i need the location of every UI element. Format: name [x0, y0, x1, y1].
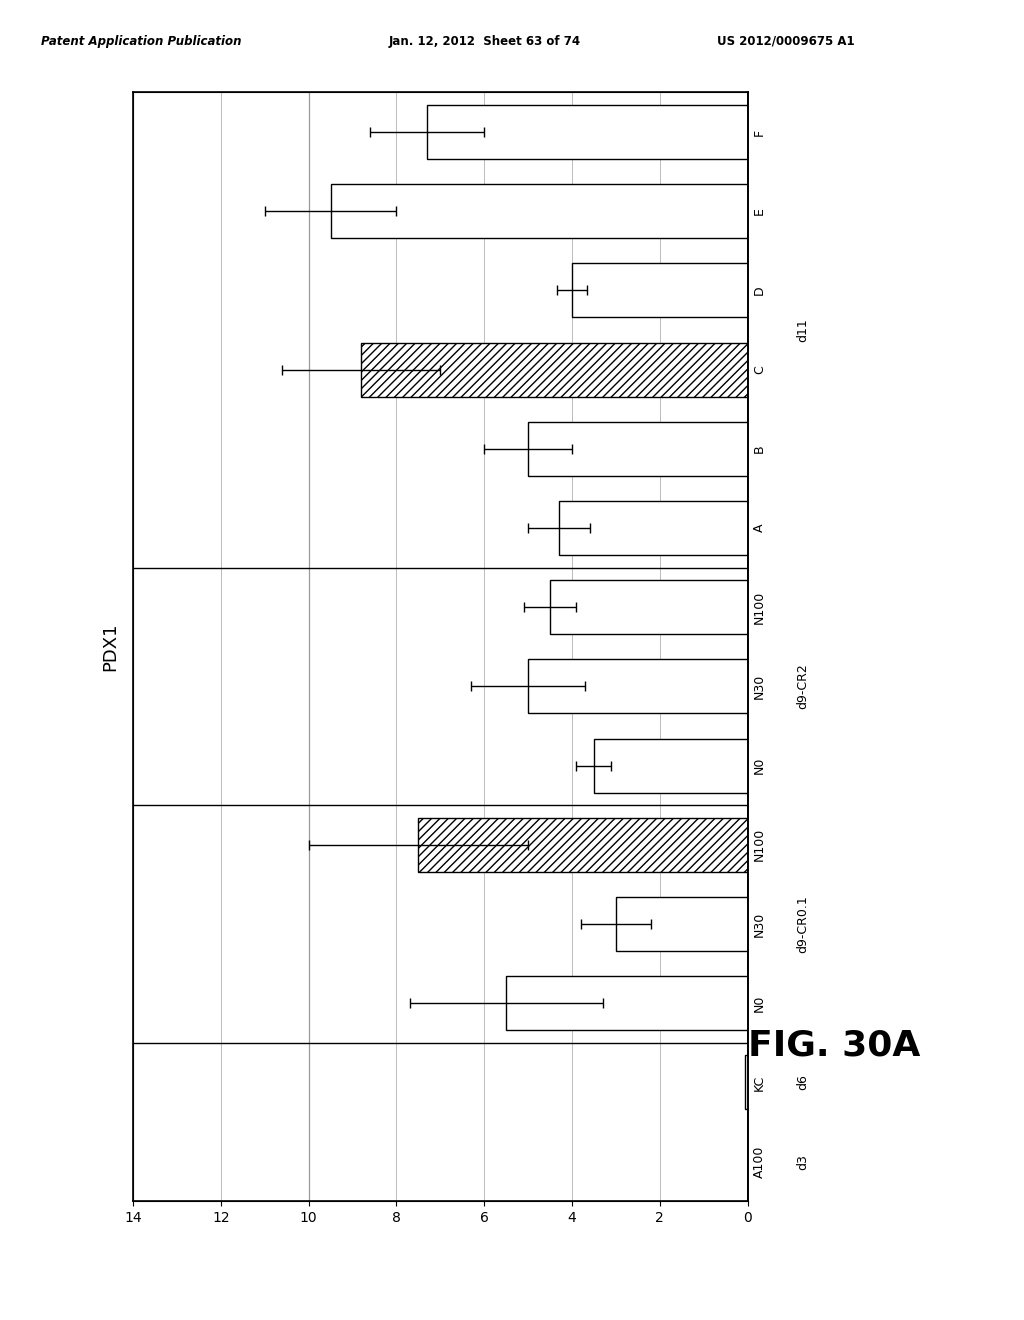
- Text: d9-CR2: d9-CR2: [797, 664, 810, 709]
- Bar: [559, 502, 748, 554]
- Text: US 2012/0009675 A1: US 2012/0009675 A1: [717, 34, 854, 48]
- Text: d6: d6: [797, 1074, 810, 1090]
- Bar: [528, 422, 748, 475]
- Text: d11: d11: [797, 318, 810, 342]
- Bar: [550, 581, 748, 634]
- Y-axis label: PDX1: PDX1: [101, 623, 119, 671]
- Text: d9-CR0.1: d9-CR0.1: [797, 895, 810, 953]
- Bar: [506, 977, 748, 1030]
- Bar: [615, 898, 748, 950]
- Bar: [427, 106, 748, 158]
- Text: d3: d3: [797, 1154, 810, 1170]
- Bar: [331, 185, 748, 238]
- Bar: [745, 1056, 748, 1109]
- Bar: [594, 739, 748, 792]
- Bar: [528, 660, 748, 713]
- Text: FIG. 30A: FIG. 30A: [748, 1030, 920, 1063]
- Bar: [419, 818, 748, 871]
- Bar: [572, 264, 748, 317]
- Bar: [361, 343, 748, 396]
- Text: Patent Application Publication: Patent Application Publication: [41, 34, 242, 48]
- Text: Jan. 12, 2012  Sheet 63 of 74: Jan. 12, 2012 Sheet 63 of 74: [389, 34, 582, 48]
